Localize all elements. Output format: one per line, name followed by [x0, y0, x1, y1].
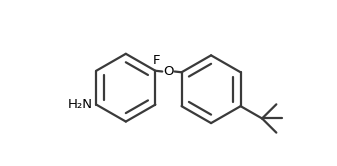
Text: H₂N: H₂N [67, 98, 92, 111]
Text: O: O [163, 65, 174, 78]
Text: F: F [152, 54, 160, 67]
